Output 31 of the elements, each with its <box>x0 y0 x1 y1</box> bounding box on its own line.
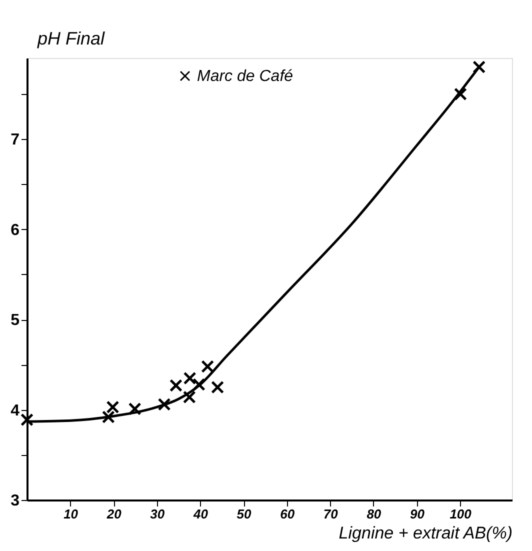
legend-label: Marc de Café <box>197 68 294 85</box>
point <box>211 380 224 394</box>
x-tick-label: 40 <box>192 506 209 522</box>
y-tick-label: 4 <box>10 402 20 420</box>
x-tick-label: 10 <box>64 506 79 522</box>
point <box>158 398 171 411</box>
point <box>106 400 120 414</box>
x-tick-label: 80 <box>366 506 382 522</box>
point <box>182 390 196 404</box>
x-tick-label: 100 <box>450 506 472 522</box>
point <box>128 402 142 416</box>
x-axis-title: Lignine + extrait AB(%) <box>338 524 512 542</box>
point <box>201 360 214 373</box>
point <box>192 378 206 392</box>
point <box>183 372 196 385</box>
point <box>169 378 182 392</box>
y-tick-label: 5 <box>10 312 20 330</box>
x-tick-label: 90 <box>410 506 426 522</box>
x-tick-label: 50 <box>236 506 252 522</box>
x-tick-label: 60 <box>280 506 296 522</box>
point <box>20 413 34 426</box>
x-tick-label: 30 <box>150 506 166 522</box>
point <box>454 88 467 101</box>
y-tick-label: 6 <box>10 222 20 239</box>
x-tick-label: 70 <box>323 506 339 522</box>
y-tick-label: 7 <box>10 132 20 149</box>
y-tick-label: 3 <box>10 492 20 510</box>
point <box>102 410 115 424</box>
y-axis-title: pH Final <box>36 28 106 48</box>
x-tick-label: 20 <box>106 506 122 522</box>
point <box>472 60 486 74</box>
